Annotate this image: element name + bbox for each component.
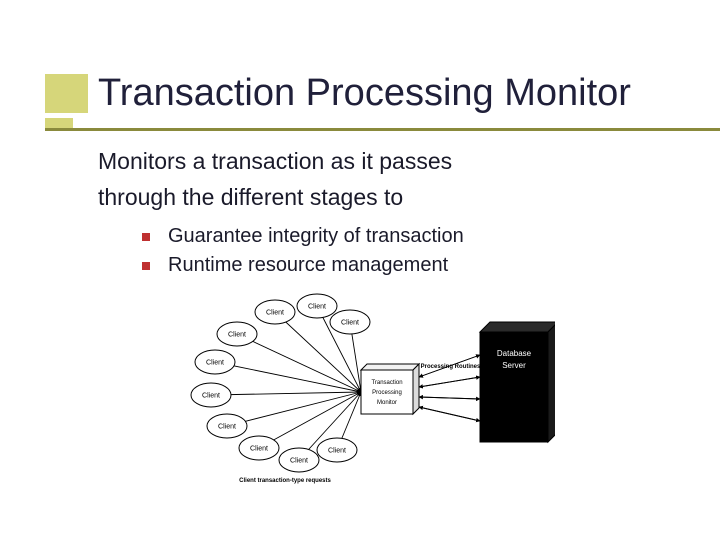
body-line-2: through the different stages to (98, 180, 452, 216)
body-line-1: Monitors a transaction as it passes (98, 144, 452, 180)
bullet-list: Guarantee integrity of transaction Runti… (142, 225, 464, 283)
svg-text:Client: Client (206, 360, 224, 367)
bullet-item: Runtime resource management (142, 254, 464, 277)
title-underline (45, 128, 720, 131)
architecture-diagram: Client Client Client Client Client Client Clie… (185, 292, 555, 487)
svg-text:Client: Client (341, 320, 359, 327)
bullet-text: Runtime resource management (168, 254, 448, 277)
svg-text:Client: Client (290, 458, 308, 465)
slide-title: Transaction Processing Monitor (98, 72, 631, 114)
bullet-text: Guarantee integrity of transaction (168, 225, 464, 248)
svg-text:Client: Client (218, 424, 236, 431)
svg-text:Database: Database (497, 349, 532, 358)
svg-text:Monitor: Monitor (377, 400, 397, 406)
accent-block-1 (45, 74, 88, 113)
bullet-item: Guarantee integrity of transaction (142, 225, 464, 248)
slide-title-row: Transaction Processing Monitor (98, 72, 631, 115)
svg-text:Client: Client (266, 310, 284, 317)
diagram-svg: Client Client Client Client Client Client Clie… (185, 292, 555, 487)
svg-text:Processing Routines: Processing Routines (421, 364, 481, 370)
svg-text:Processing: Processing (372, 390, 402, 396)
svg-text:Client: Client (308, 304, 326, 311)
bullet-square-icon (142, 262, 150, 270)
svg-text:Server: Server (502, 361, 526, 370)
svg-text:Client: Client (250, 446, 268, 453)
svg-text:Client: Client (202, 393, 220, 400)
svg-text:Client: Client (228, 332, 246, 339)
svg-text:Client: Client (328, 448, 346, 455)
slide-body: Monitors a transaction as it passes thro… (98, 144, 452, 215)
svg-text:Client transaction-type reques: Client transaction-type requests (239, 478, 331, 484)
svg-text:Transaction: Transaction (371, 380, 402, 386)
bullet-square-icon (142, 233, 150, 241)
